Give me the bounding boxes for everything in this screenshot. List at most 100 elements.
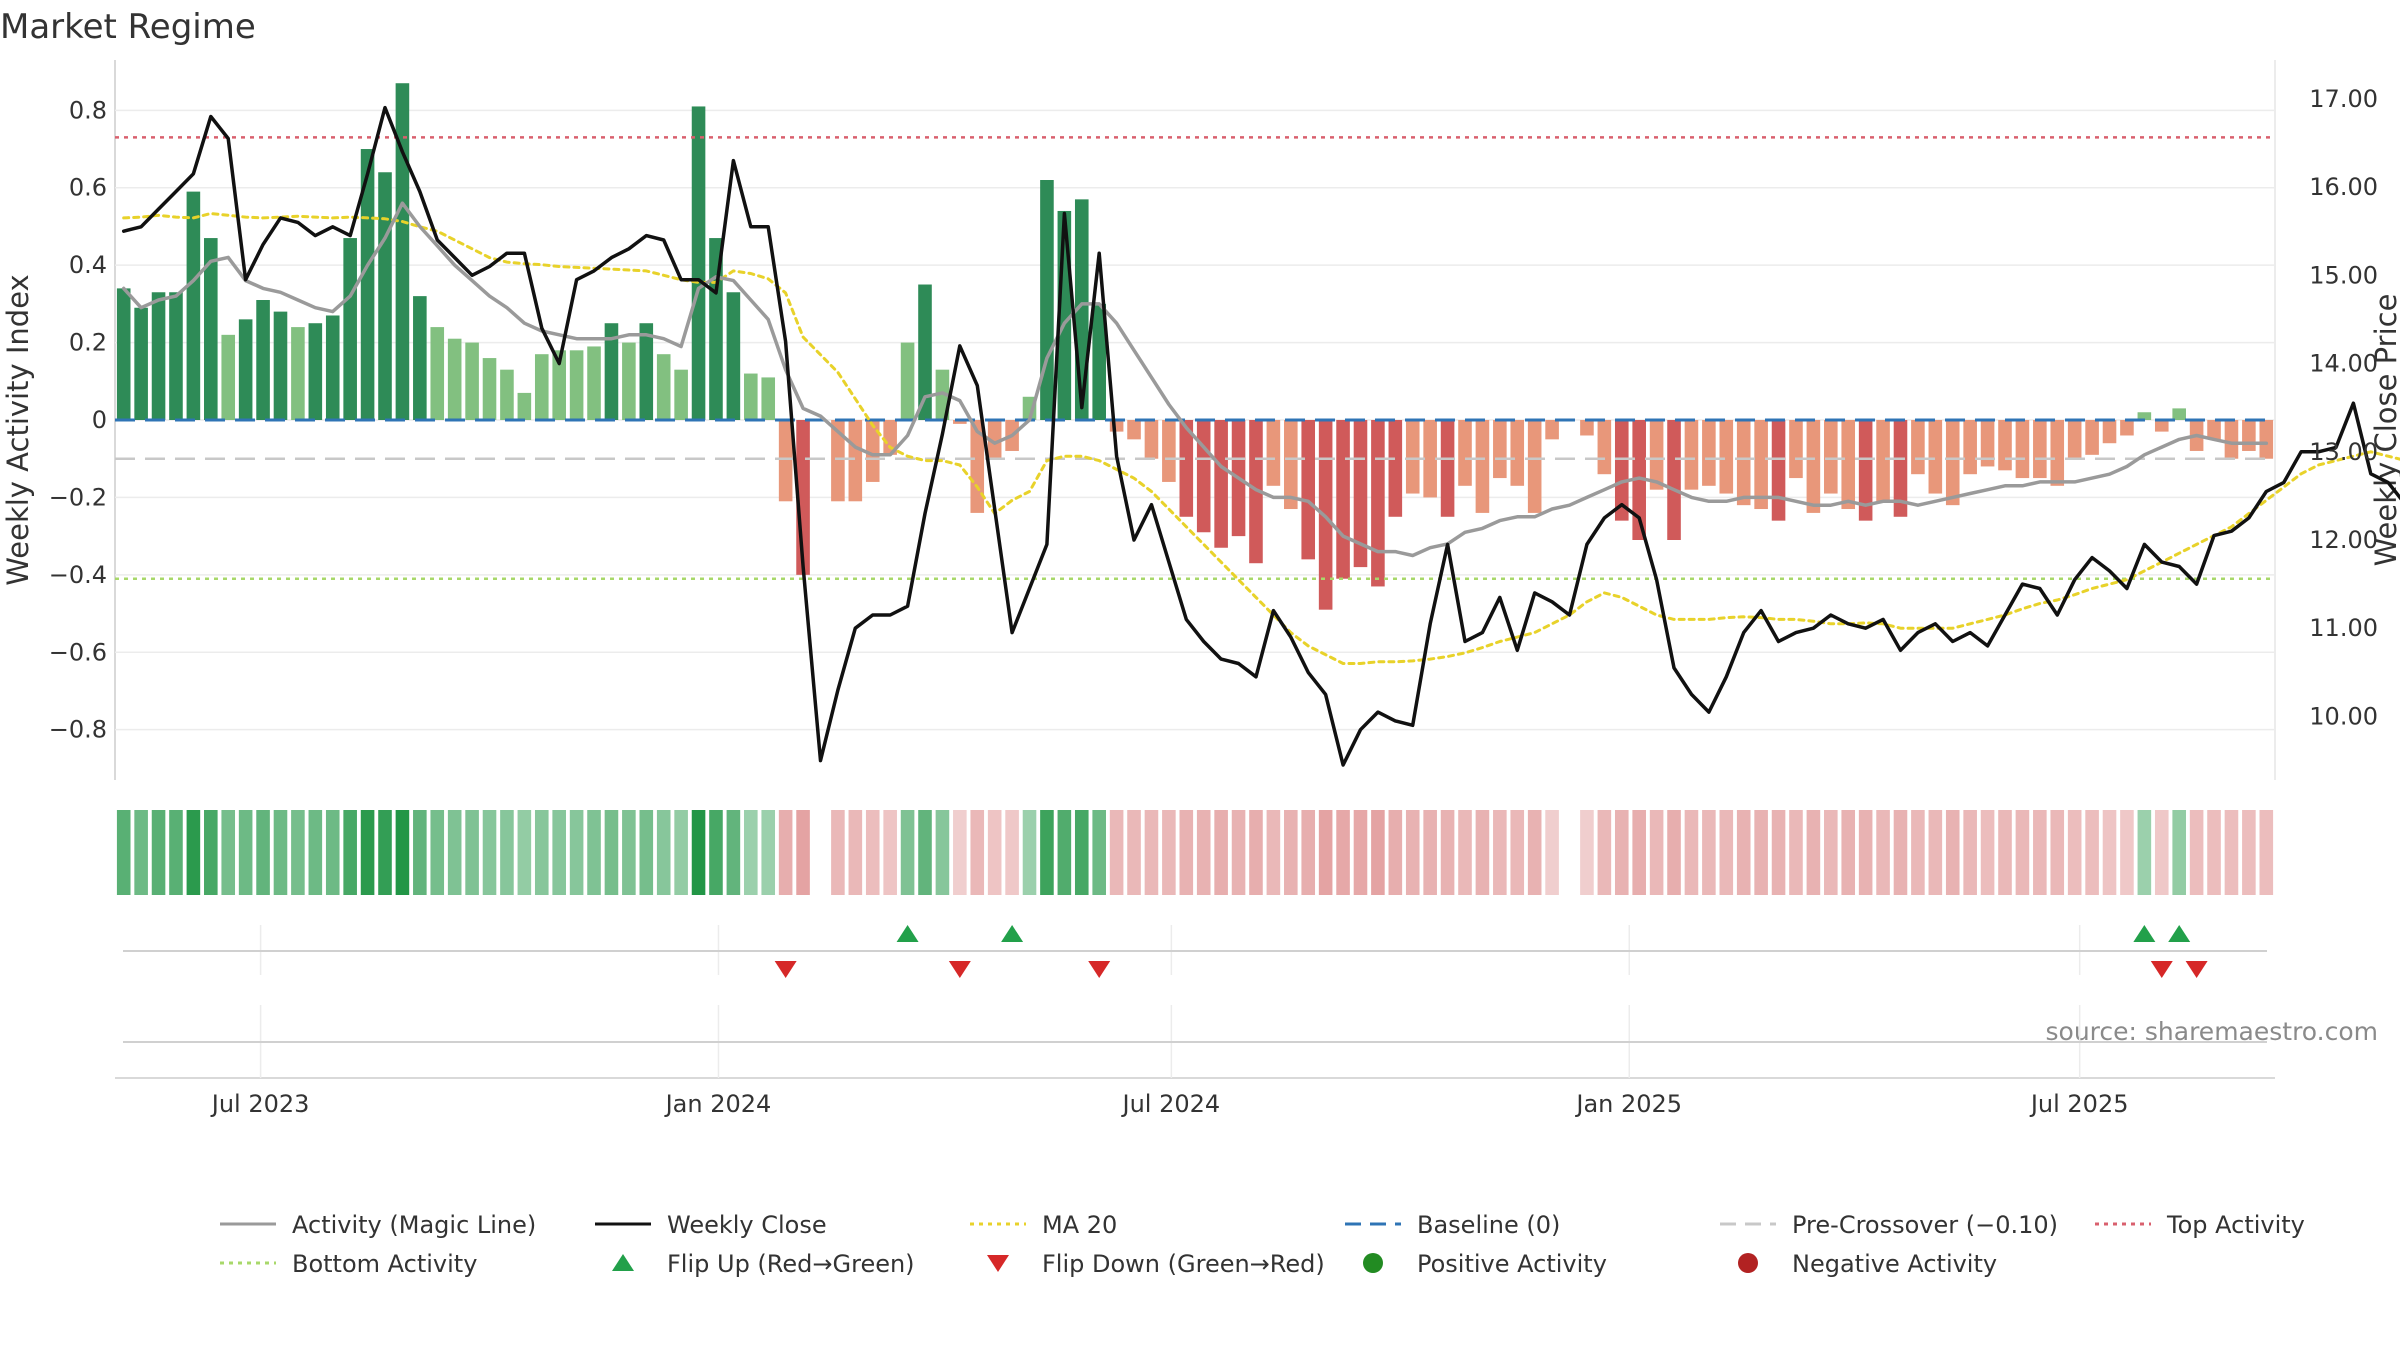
activity-bar	[1545, 420, 1559, 440]
activity-bar	[465, 342, 479, 420]
magic-line	[121, 201, 2269, 558]
regime-strip-cell	[1109, 810, 1124, 895]
regime-strip-cell	[2172, 810, 2186, 895]
regime-strip-cell	[1963, 810, 1977, 895]
activity-bar	[308, 323, 323, 420]
y-tick-right-label: 15.00	[2309, 261, 2378, 289]
activity-bar	[2207, 420, 2221, 440]
y-tick-left-label: 0	[92, 406, 107, 434]
regime-strip-cell	[1284, 810, 1298, 895]
regime-strip-cell	[1092, 810, 1106, 895]
regime-strip-cell	[848, 810, 863, 895]
y-tick-left-label: −0.6	[49, 638, 107, 666]
activity-bar	[953, 420, 967, 424]
legend-label: Flip Down (Green→Red)	[1042, 1250, 1325, 1278]
regime-strip-cell	[2120, 810, 2134, 895]
activity-bar	[831, 420, 845, 502]
activity-bar	[1806, 420, 1821, 513]
activity-bar	[2242, 420, 2256, 451]
activity-bar	[517, 392, 532, 420]
regime-strip-cell	[2050, 810, 2065, 895]
activity-bar	[1945, 420, 1960, 506]
regime-strip-cell	[1144, 810, 1159, 895]
regime-strip-cell	[1684, 810, 1699, 895]
activity-bar	[987, 420, 1002, 459]
activity-bar	[726, 292, 741, 420]
flip-up-marker	[2168, 925, 2191, 942]
activity-bar	[552, 350, 566, 420]
regime-strip-cell	[482, 810, 497, 895]
activity-bar	[778, 420, 793, 502]
regime-strip-cell	[709, 810, 723, 895]
activity-bar	[865, 420, 880, 482]
y-tick-right-label: 11.00	[2309, 614, 2378, 642]
regime-strip-cell	[1806, 810, 1821, 895]
regime-strip-cell	[395, 810, 410, 895]
regime-strip-cell	[134, 810, 148, 895]
regime-strip-cell	[204, 810, 218, 895]
activity-bar	[116, 288, 131, 420]
regime-strip-cell	[378, 810, 392, 895]
activity-bar	[2102, 420, 2117, 444]
activity-bar	[1458, 420, 1472, 486]
activity-bar	[1510, 420, 1525, 486]
flip-markers-panel	[774, 925, 2208, 978]
regime-strip-cell	[1127, 810, 1141, 895]
flip-down-marker	[2185, 961, 2208, 978]
activity-bar	[134, 307, 148, 420]
activity-bar	[761, 377, 776, 420]
regime-strip-panel	[116, 810, 2274, 895]
activity-bar	[1841, 420, 1856, 510]
axis-ticks: 0.8 0.6 0.4 0.2 0 −0.2 −0.4 −0.6 −0.8 17.00 16.00 1…	[49, 85, 2378, 1118]
activity-bar	[2085, 420, 2099, 455]
regime-strip-cell	[1649, 810, 1664, 895]
regime-strip-cell	[1458, 810, 1472, 895]
regime-strip-cell	[1527, 810, 1542, 895]
flip-up-marker	[2133, 925, 2156, 942]
legend-label: Activity (Magic Line)	[292, 1211, 536, 1239]
regime-strip-cell	[1440, 810, 1455, 895]
regime-strip-cell	[413, 810, 427, 895]
chart-title: Market Regime	[0, 7, 256, 47]
regime-strip-cell	[325, 810, 340, 895]
series-lines	[121, 105, 2400, 767]
y-axis-right-label: Weekly Close Price	[2369, 294, 2400, 567]
activity-bar	[1632, 420, 1646, 540]
regime-strip-cell	[291, 810, 305, 895]
activity-bar	[169, 292, 183, 420]
regime-strip-cell	[587, 810, 601, 895]
activity-bar	[2259, 420, 2274, 459]
activity-bar	[1824, 420, 1838, 494]
activity-bar	[534, 354, 549, 420]
regime-strip-cell	[796, 810, 810, 895]
activity-bar	[1388, 420, 1403, 517]
activity-bar	[1475, 420, 1490, 513]
regime-strip-cell	[1423, 810, 1437, 895]
regime-strip-cell	[1231, 810, 1246, 895]
regime-strip-cell	[1371, 810, 1385, 895]
x-tick-label: Jul 2023	[210, 1090, 310, 1118]
activity-bar	[587, 346, 601, 420]
regime-strip-cell	[465, 810, 479, 895]
regime-strip-cell	[1214, 810, 1228, 895]
regime-strip-cell	[1945, 810, 1960, 895]
activity-bar	[744, 373, 758, 420]
activity-bar	[447, 338, 462, 420]
regime-strip-cell	[1632, 810, 1646, 895]
activity-bar	[500, 369, 514, 420]
weekly-close-line	[121, 105, 2400, 767]
activity-bar	[1092, 303, 1106, 420]
activity-bar	[1371, 420, 1385, 587]
grid-layer	[114, 60, 2276, 1079]
activity-bar	[1876, 420, 1890, 502]
regime-strip-cell	[761, 810, 776, 895]
activity-bar	[1963, 420, 1977, 475]
legend-swatch-circle	[1363, 1253, 1383, 1273]
regime-strip-cell	[2102, 810, 2117, 895]
activity-bar	[1301, 420, 1316, 560]
regime-strip-cell	[1614, 810, 1629, 895]
activity-bar	[238, 319, 253, 420]
reference-lines	[115, 136, 2275, 580]
regime-strip-cell	[970, 810, 985, 895]
legend-label: Negative Activity	[1792, 1250, 1997, 1278]
